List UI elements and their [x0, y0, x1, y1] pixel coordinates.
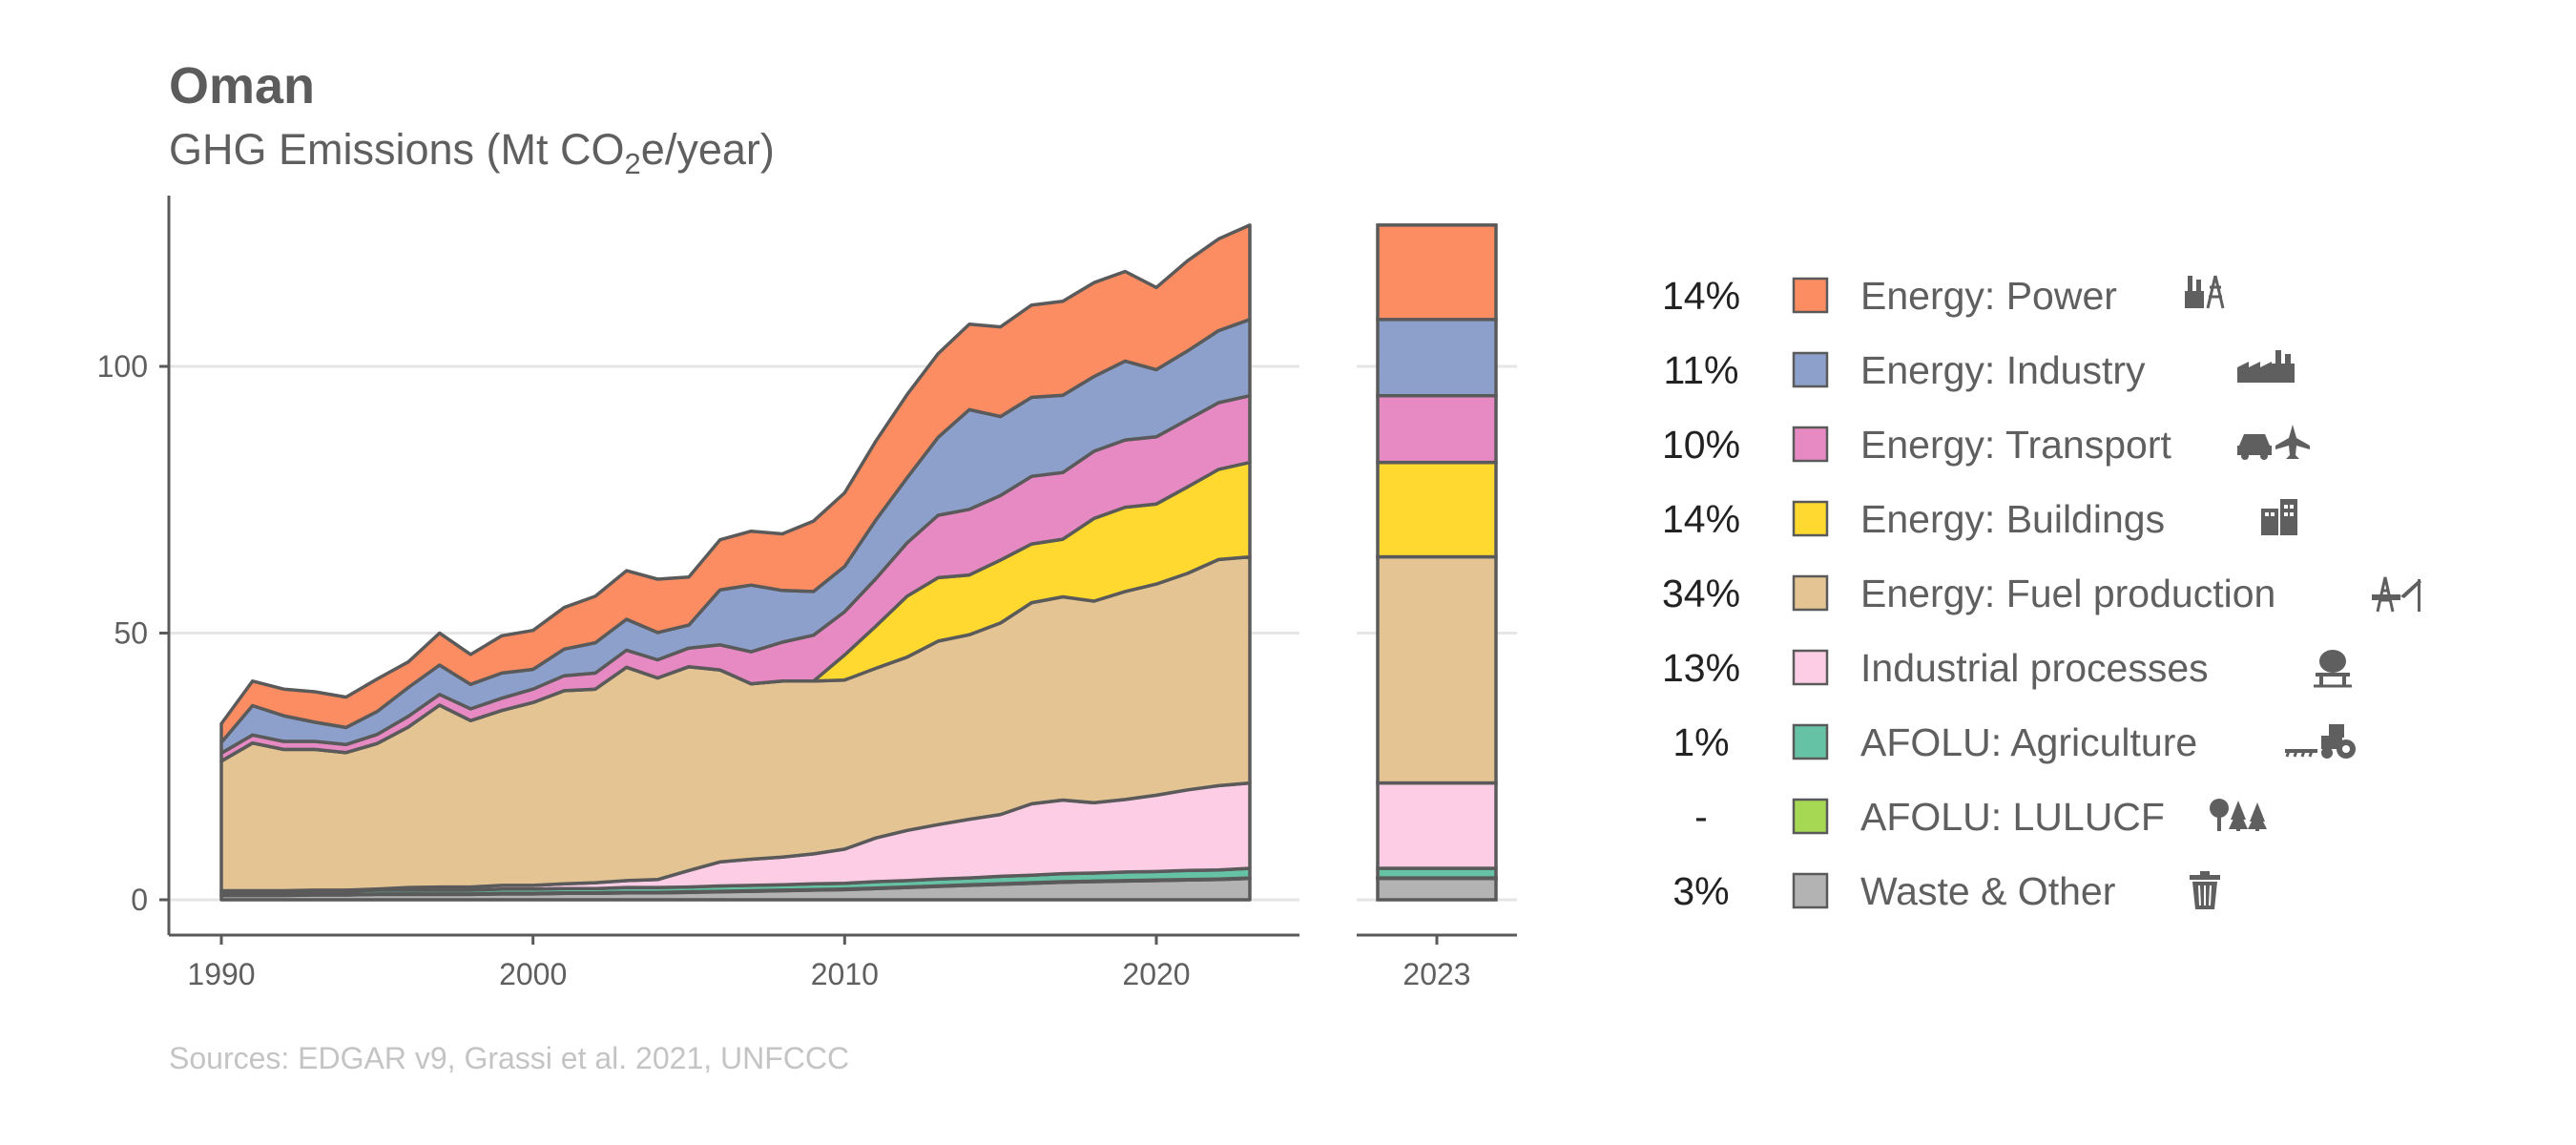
legend-swatch-energy-fuel-production	[1792, 574, 1829, 612]
legend-pct-waste-other: 3%	[1672, 869, 1729, 913]
legend-swatch-afolu-lulucf	[1792, 798, 1829, 835]
legend: 14% Energy: Power 11% Energy: Industry 10% En…	[1662, 274, 2421, 913]
legend-swatch-energy-power	[1792, 277, 1829, 314]
buildings-icon	[2261, 499, 2297, 535]
legend-item-industrial-processes: 13% Industrial processes	[1662, 646, 2352, 690]
trash-icon	[2190, 871, 2220, 909]
legend-swatch-energy-transport	[1792, 426, 1829, 463]
legend-label-energy-transport: Energy: Transport	[1860, 423, 2171, 467]
trees-icon	[2210, 799, 2267, 831]
x-tick-label-2010: 2010	[811, 957, 879, 991]
bar-segment-energy-industry	[1376, 318, 1498, 398]
source-note: Sources: EDGAR v9, Grassi et al. 2021, U…	[169, 1041, 849, 1075]
legend-item-afolu-lulucf: - AFOLU: LULUCF	[1694, 795, 2267, 839]
y-tick-label-0: 0	[131, 883, 148, 917]
legend-swatch-waste-other	[1792, 872, 1829, 909]
factory-icon	[2237, 350, 2295, 383]
bar-segment-energy-power	[1376, 223, 1498, 322]
bar-segment-energy-transport	[1376, 393, 1498, 465]
legend-item-energy-transport: 10% Energy: Transport	[1662, 423, 2310, 467]
legend-label-energy-industry: Energy: Industry	[1860, 348, 2146, 392]
legend-item-energy-buildings: 14% Energy: Buildings	[1662, 497, 2297, 541]
legend-swatch-energy-buildings	[1792, 500, 1829, 537]
tractor-icon	[2285, 724, 2356, 759]
legend-label-energy-fuel-production: Energy: Fuel production	[1860, 572, 2275, 615]
area-energy-power	[219, 223, 1252, 744]
legend-label-waste-other: Waste & Other	[1860, 869, 2115, 913]
oil-rig-icon	[2372, 576, 2421, 613]
bar-segment-waste-other	[1376, 876, 1498, 902]
legend-label-afolu-agriculture: AFOLU: Agriculture	[1860, 720, 2197, 764]
legend-label-afolu-lulucf: AFOLU: LULUCF	[1860, 795, 2165, 839]
legend-item-energy-fuel-production: 34% Energy: Fuel production	[1662, 572, 2421, 615]
legend-pct-industrial-processes: 13%	[1662, 646, 1740, 690]
legend-label-industrial-processes: Industrial processes	[1860, 646, 2209, 690]
x-tick-label-2000: 2000	[499, 957, 567, 991]
legend-item-energy-industry: 11% Energy: Industry	[1663, 348, 2295, 392]
axes: 0 50 100 1990 2000 2010 2020 2023	[97, 196, 1517, 991]
stacked-areas	[219, 223, 1252, 902]
legend-item-afolu-agriculture: 1% AFOLU: Agriculture	[1672, 720, 2356, 764]
legend-pct-energy-transport: 10%	[1662, 423, 1740, 467]
legend-swatch-industrial-processes	[1792, 649, 1829, 686]
cement-mixer-icon	[2314, 650, 2352, 688]
legend-pct-energy-industry: 11%	[1663, 348, 1738, 392]
power-plant-icon	[2185, 275, 2225, 309]
legend-swatch-afolu-agriculture	[1792, 723, 1829, 760]
x-tick-label-2020: 2020	[1122, 957, 1190, 991]
legend-pct-afolu-agriculture: 1%	[1672, 720, 1729, 764]
legend-pct-energy-buildings: 14%	[1662, 497, 1740, 541]
bar-x-tick-label: 2023	[1402, 957, 1470, 991]
y-tick-label-50: 50	[114, 616, 148, 651]
bar-segment-energy-fuel-production	[1376, 554, 1498, 785]
bar-2023	[1376, 223, 1498, 902]
legend-item-waste-other: 3% Waste & Other	[1672, 869, 2220, 913]
chart-title: Oman	[169, 57, 315, 114]
chart-subtitle: GHG Emissions (Mt CO2e/year)	[169, 125, 775, 180]
legend-item-energy-power: 14% Energy: Power	[1662, 274, 2225, 318]
legend-pct-energy-power: 14%	[1662, 274, 1740, 318]
legend-pct-afolu-lulucf: -	[1694, 795, 1708, 839]
legend-label-energy-power: Energy: Power	[1860, 274, 2117, 318]
bar-segment-energy-buildings	[1376, 460, 1498, 559]
y-tick-label-100: 100	[97, 349, 148, 384]
bar-segment-industrial-processes	[1376, 781, 1498, 870]
x-tick-label-1990: 1990	[187, 957, 255, 991]
legend-pct-energy-fuel-production: 34%	[1662, 572, 1740, 615]
legend-swatch-energy-industry	[1792, 351, 1829, 388]
legend-label-energy-buildings: Energy: Buildings	[1860, 497, 2165, 541]
car-plane-icon	[2237, 425, 2310, 460]
